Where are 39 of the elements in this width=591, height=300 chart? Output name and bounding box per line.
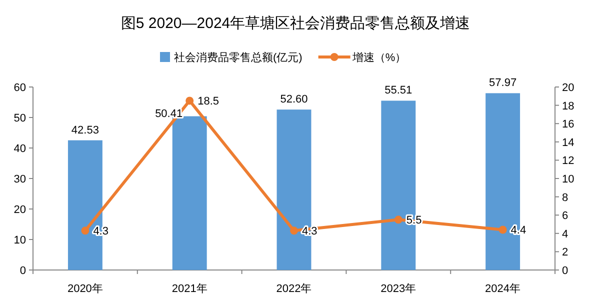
x-tick-label: 2023年: [380, 283, 416, 295]
data-label: 52.60: [280, 94, 308, 106]
bar: [172, 116, 207, 270]
y2-tick-label: 10: [562, 174, 574, 186]
y2-tick-label: 20: [562, 82, 574, 94]
y2-tick-label: 18: [562, 100, 574, 112]
y2-tick-label: 6: [562, 210, 568, 222]
point: [186, 96, 194, 105]
data-label: 57.97: [489, 77, 517, 90]
y-tick-label: 0: [20, 265, 26, 277]
x-tick-label: 2021年: [172, 283, 208, 295]
x-tick-label: 2024年: [485, 283, 521, 295]
point: [394, 216, 402, 224]
y2-tick-label: 16: [562, 118, 574, 131]
y2-tick-label: 12: [562, 155, 574, 168]
y2-tick-label: 14: [562, 136, 574, 149]
chart-title: 图5 2020—2024年草塘区社会消费品零售总额及增速: [120, 15, 470, 32]
data-label: 18.5: [198, 96, 220, 108]
y2-tick-label: 2: [562, 246, 568, 259]
y-tick-label: 10: [14, 234, 26, 246]
data-label: 5.5: [406, 214, 422, 227]
y-tick-label: 30: [14, 174, 26, 186]
y-tick-label: 60: [14, 82, 26, 94]
y-tick-label: 40: [14, 143, 26, 155]
data-label: 42.53: [71, 124, 99, 136]
x-tick-label: 2020年: [67, 283, 103, 295]
legend-label: 增速（%）: [351, 51, 406, 64]
point: [290, 226, 298, 235]
point: [81, 226, 90, 235]
y2-tick-label: 4: [562, 228, 568, 240]
y2-tick-label: 0: [562, 265, 568, 277]
y-tick-label: 50: [14, 112, 26, 124]
data-label: 4.3: [302, 226, 318, 238]
y2-tick-label: 8: [562, 192, 568, 204]
x-tick-label: 2022年: [276, 283, 312, 295]
legend-label: 社会消费品零售总额(亿元): [174, 51, 302, 64]
y-tick-label: 20: [14, 204, 26, 216]
data-label: 55.51: [384, 84, 412, 97]
point: [498, 226, 507, 234]
